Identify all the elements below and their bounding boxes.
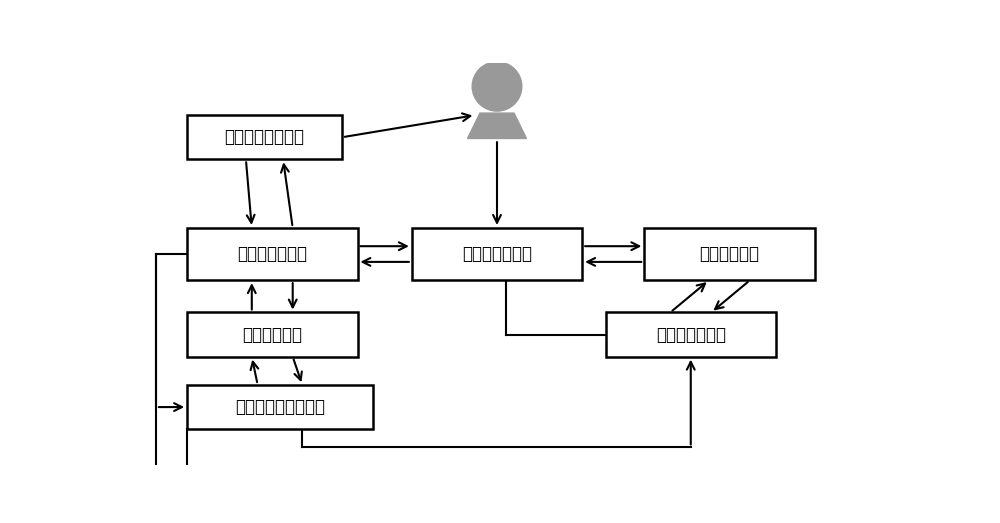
Text: 执行记录展示模块: 执行记录展示模块 [224,128,304,146]
Text: 插件管理模块: 插件管理模块 [700,245,760,263]
Ellipse shape [472,62,522,111]
Text: 流水线触发插件: 流水线触发插件 [656,326,726,344]
Text: 流水线调度模块: 流水线调度模块 [237,245,307,263]
FancyBboxPatch shape [606,312,776,357]
FancyBboxPatch shape [187,312,358,357]
Text: 流水线编排模块: 流水线编排模块 [462,245,532,263]
FancyBboxPatch shape [187,115,342,160]
Text: 流水线触发插件执行: 流水线触发插件执行 [235,398,325,416]
Text: 任务执行模块: 任务执行模块 [242,326,302,344]
FancyBboxPatch shape [187,385,373,429]
FancyBboxPatch shape [644,228,815,280]
Polygon shape [468,113,526,139]
FancyBboxPatch shape [412,228,582,280]
FancyBboxPatch shape [187,228,358,280]
